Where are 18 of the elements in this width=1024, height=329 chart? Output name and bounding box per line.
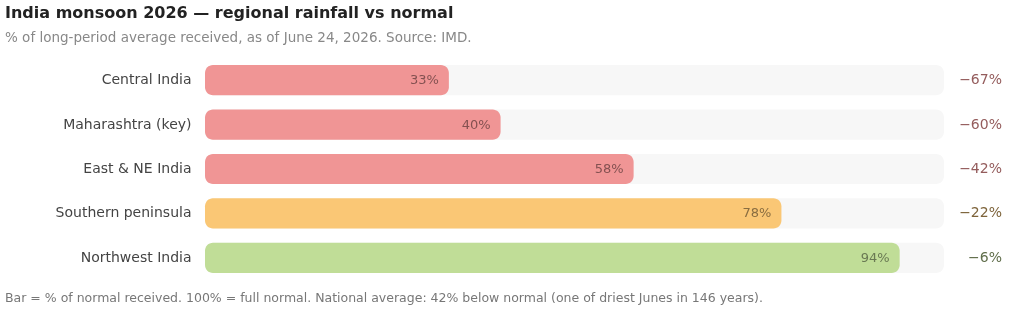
y-tick-label: Southern peninsula xyxy=(55,204,192,221)
text: −42% xyxy=(959,160,1002,176)
data-label: 58% xyxy=(594,161,624,176)
y-tick-label: Maharashtra (key) xyxy=(63,115,192,132)
data-label: 40% xyxy=(461,116,491,132)
chart-subtitle: % of long-period average received, as of June 24, 2026. Source: IMD. xyxy=(5,28,472,45)
text: −6% xyxy=(968,248,1002,265)
data-label: 78% xyxy=(742,205,772,221)
text: −67% xyxy=(959,71,1002,88)
text: −60% xyxy=(959,115,1002,132)
chart-title: India monsoon 2026 — regional rainfall vs normal xyxy=(5,2,454,22)
y-tick-label: East & NE India xyxy=(83,160,192,176)
y-tick-label: Northwest India xyxy=(80,248,192,265)
data-label: 94% xyxy=(860,249,890,265)
text: Bar = % of normal received. 100% = full normal. National average: 42% below normal (one of driest Junes in 146 years). xyxy=(5,290,763,305)
data-label: 33% xyxy=(409,72,439,88)
y-tick-label: Central India xyxy=(101,71,192,88)
text: −22% xyxy=(959,204,1002,221)
